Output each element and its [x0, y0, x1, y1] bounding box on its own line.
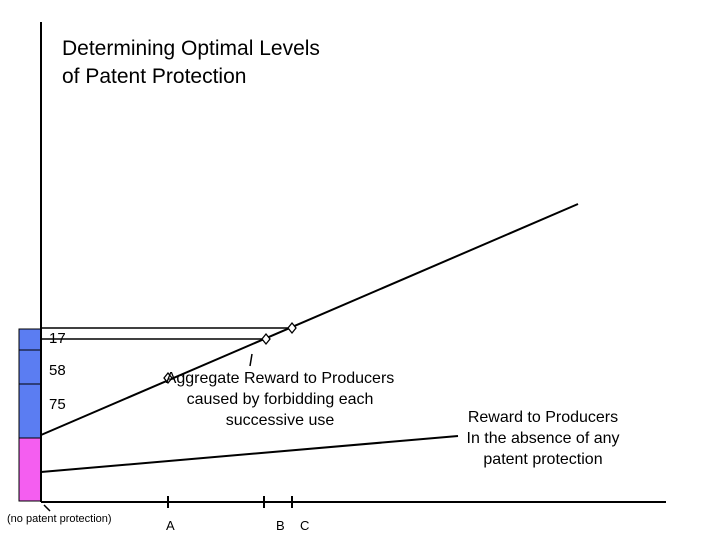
bar-label-58: 58: [49, 362, 66, 379]
diamond-marker-b: [261, 332, 271, 346]
pink-segment: [18, 437, 42, 502]
baseline-reward-label: Reward to Producers In the absence of an…: [466, 409, 620, 468]
diagram-title: Determining Optimal Levels of Patent Pro…: [62, 37, 320, 88]
bar-label-17: 17: [49, 330, 66, 347]
diamond-marker-c: [287, 321, 297, 335]
origin-label: (no patent protection): [7, 513, 112, 525]
x-tick-label-c: C: [300, 518, 310, 533]
x-tick-label-b: B: [276, 518, 285, 533]
diamond-marker-a: [163, 371, 173, 385]
aggregate-reward-line: [40, 203, 579, 436]
origin-label-pointer: [43, 504, 51, 512]
aggregate-reward-label: Aggregate Reward to Producers caused by …: [165, 370, 395, 429]
aggregate-label-pointer: [249, 353, 253, 367]
bar-label-75: 75: [49, 396, 66, 413]
x-tick-label-a: A: [166, 518, 175, 533]
baseline-reward-line: [40, 435, 459, 473]
